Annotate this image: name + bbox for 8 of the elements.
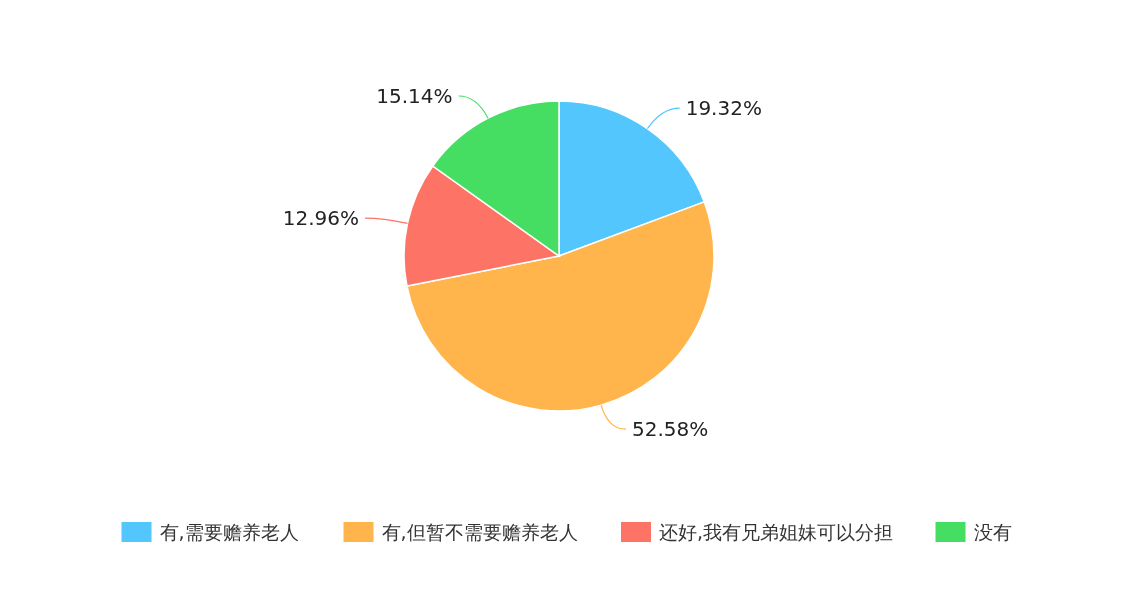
legend-label: 有,需要赡养老人: [159, 521, 299, 543]
data-label: 12.96%: [282, 206, 360, 231]
legend-label: 没有: [973, 521, 1012, 543]
legend-label: 有,但暂不需要赡养老人: [381, 521, 578, 543]
data-label: 15.14%: [376, 83, 453, 108]
data-label: 52.58%: [632, 417, 709, 442]
legend-label: 还好,我有兄弟姐妹可以分担: [659, 521, 894, 543]
data-label: 19.32%: [685, 96, 762, 121]
